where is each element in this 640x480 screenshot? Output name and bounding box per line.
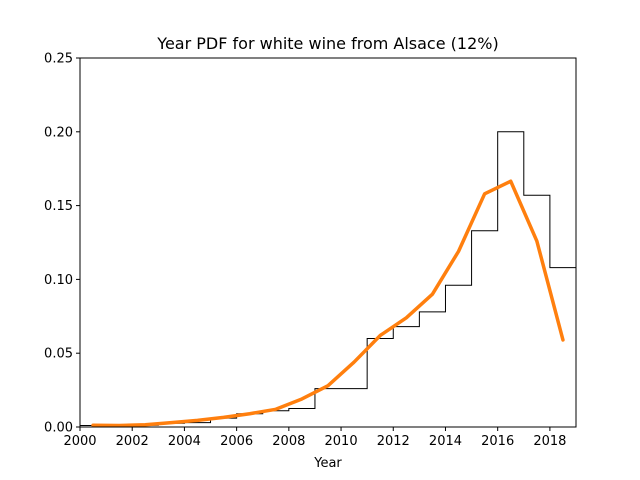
x-tick-label: 2002 [116,434,149,449]
histogram-step-line [79,131,577,427]
x-tick-label: 2016 [481,434,514,449]
density-line [91,179,565,428]
x-tick-label: 2006 [220,434,253,449]
x-tick-label: 2018 [533,434,566,449]
x-tick-label: 2012 [377,434,410,449]
x-tick-label: 2010 [325,434,358,449]
y-tick-label: 0.20 [44,125,73,140]
y-tick-label: 0.10 [44,273,73,288]
x-tick-label: 2008 [272,434,305,449]
y-tick-label: 0.05 [44,347,73,362]
x-axis: 2000 2002 2004 2006 2008 2010 2012 2014 2016 2018 [63,427,566,449]
chart-title: Year PDF for white wine from Alsace (12%… [156,34,498,53]
y-tick-label: 0.25 [44,52,73,67]
axes-frame [79,57,577,428]
x-tick-label: 2014 [429,434,462,449]
y-axis: 0.00 0.05 0.10 0.15 0.20 0.25 [44,52,80,436]
x-axis-label: Year [313,456,342,471]
y-tick-label: 0.15 [44,199,73,214]
x-tick-label: 2000 [63,434,96,449]
x-tick-label: 2004 [168,434,201,449]
plot-area [79,131,577,428]
y-tick-label: 0.00 [44,421,73,436]
